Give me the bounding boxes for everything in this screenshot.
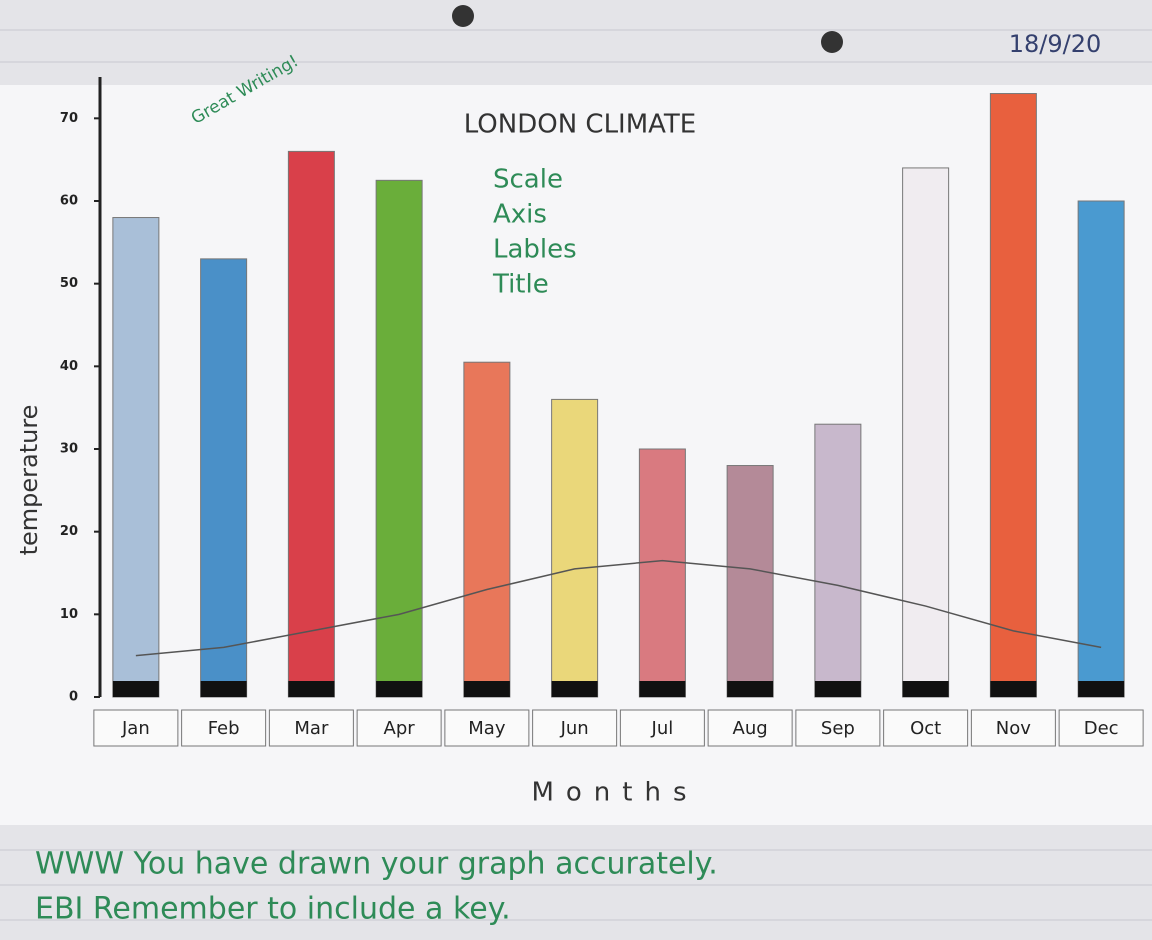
bar-base bbox=[200, 681, 247, 697]
y-tick-label: 30 bbox=[60, 442, 78, 457]
category-box bbox=[707, 709, 793, 747]
y-tick-label: 10 bbox=[60, 607, 78, 622]
x-axis-label: Months bbox=[531, 778, 698, 808]
bar bbox=[902, 167, 950, 698]
feedback: WWW You have drawn your graph accurately… bbox=[35, 847, 718, 927]
category-box bbox=[619, 709, 705, 747]
x-tick-label: Mar bbox=[294, 718, 329, 739]
paper-lines bbox=[0, 29, 1152, 921]
note: Title bbox=[492, 270, 549, 300]
bar-base bbox=[902, 681, 949, 697]
bar bbox=[551, 398, 599, 698]
category-box bbox=[795, 709, 881, 747]
bar bbox=[287, 150, 335, 698]
category-box bbox=[444, 709, 530, 747]
y-axis-label: temperature bbox=[15, 405, 43, 556]
bar-base bbox=[1078, 681, 1125, 697]
bar-base bbox=[990, 681, 1037, 697]
x-tick-label: Jul bbox=[651, 718, 674, 739]
category-box bbox=[356, 709, 442, 747]
y-tick-label: 20 bbox=[60, 524, 78, 539]
category-box bbox=[970, 709, 1056, 747]
x-tick-label: Sep bbox=[821, 718, 855, 739]
note: Scale bbox=[493, 165, 563, 195]
punch-hole bbox=[821, 31, 843, 53]
chart-title: LONDON CLIMATE bbox=[464, 110, 697, 140]
category-box bbox=[181, 709, 267, 747]
bar bbox=[112, 217, 160, 698]
x-tick-label: Nov bbox=[996, 718, 1031, 739]
x-tick-label: Jun bbox=[560, 718, 589, 739]
bar-base bbox=[814, 681, 861, 697]
x-tick-label: Oct bbox=[910, 718, 941, 739]
plot: 0 10 20 30 40 50 60 70 Jan Feb Mar Apr May Jun Jul Aug S… bbox=[60, 77, 1144, 747]
y-tick-label: 70 bbox=[60, 111, 78, 126]
y-tick-label: 40 bbox=[60, 359, 78, 374]
bar bbox=[375, 179, 423, 698]
x-tick-label: Apr bbox=[384, 718, 416, 739]
punch-hole bbox=[452, 5, 474, 27]
bar bbox=[989, 93, 1037, 698]
bar-base bbox=[639, 681, 686, 697]
x-tick-label: Dec bbox=[1084, 718, 1119, 739]
category-box bbox=[883, 709, 969, 747]
bar-base bbox=[727, 681, 774, 697]
bar bbox=[200, 258, 248, 698]
feedback-line: EBI Remember to include a key. bbox=[35, 892, 511, 927]
category-box bbox=[268, 709, 354, 747]
y-tick-label: 0 bbox=[69, 690, 78, 705]
teacher-notes: Scale Axis Lables Title bbox=[492, 165, 577, 300]
y-tick-label: 50 bbox=[60, 276, 78, 291]
note: Lables bbox=[493, 235, 577, 265]
category-box bbox=[93, 709, 179, 747]
bar-base bbox=[551, 681, 598, 697]
bar bbox=[726, 465, 774, 698]
y-tick-label: 60 bbox=[60, 194, 78, 209]
category-box bbox=[532, 709, 618, 747]
bar-base bbox=[112, 681, 159, 697]
x-tick-label: Feb bbox=[208, 718, 240, 739]
x-tick-label: May bbox=[468, 718, 506, 739]
bar bbox=[463, 361, 511, 698]
feedback-line: WWW You have drawn your graph accurately… bbox=[35, 847, 718, 882]
bar bbox=[814, 423, 862, 698]
x-tick-label: Jan bbox=[121, 718, 150, 739]
bar bbox=[638, 448, 686, 698]
line bbox=[135, 559, 1102, 657]
x-tick-label: Aug bbox=[733, 718, 768, 739]
date: 18/9/20 bbox=[1009, 30, 1102, 58]
category-box bbox=[1058, 709, 1144, 747]
bar-base bbox=[463, 681, 510, 697]
bar-base bbox=[376, 681, 423, 697]
note: Axis bbox=[493, 200, 547, 230]
bar-base bbox=[288, 681, 335, 697]
bar bbox=[1077, 200, 1125, 698]
